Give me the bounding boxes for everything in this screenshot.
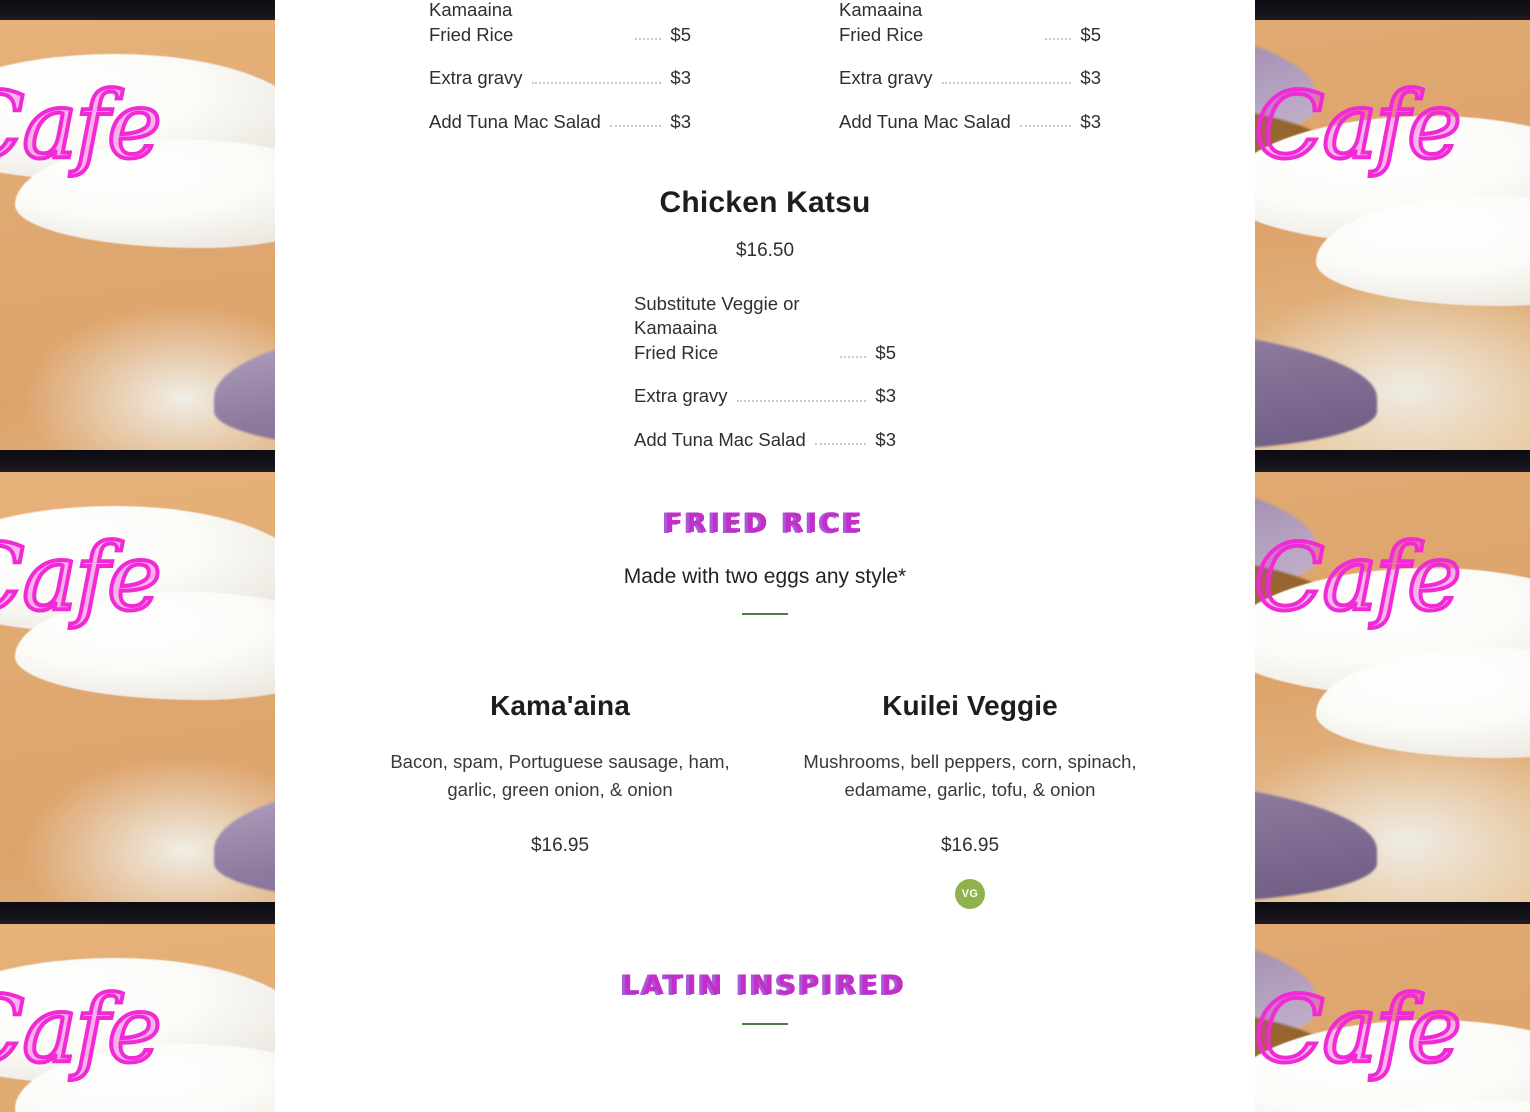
addon-label: Substitute Veggie or Kamaaina Fried Rice — [839, 0, 924, 45]
menu-item: Kama'aina Bacon, spam, Portuguese sausag… — [390, 690, 730, 909]
addon-label: Substitute Veggie or Kamaaina Fried Rice — [634, 293, 800, 363]
addon-row: Substitute Veggie or Kamaaina Fried Rice… — [839, 0, 1101, 47]
section-subtitle: Made with two eggs any style* — [623, 565, 907, 588]
addon-price: $3 — [875, 428, 896, 450]
dot-leader — [814, 443, 867, 446]
cafe-wordmark: Cafe — [1252, 70, 1464, 181]
menu-item-name: Kama'aina — [490, 690, 630, 721]
addon-row: Extra gravy $3 — [429, 66, 691, 90]
addon-price: $3 — [1080, 110, 1101, 132]
addon-row: Extra gravy $3 — [634, 384, 896, 408]
addon-price: $3 — [670, 67, 691, 89]
dot-leader — [736, 399, 867, 402]
menu-item-description: Mushrooms, bell peppers, corn, spinach, … — [803, 751, 1137, 801]
section-header-fried-rice: FRIED RICE Made with two eggs any style* — [275, 508, 1255, 615]
addon-row: Substitute Veggie or Kamaaina Fried Rice… — [634, 292, 896, 365]
addon-row: Add Tuna Mac Salad $3 — [634, 428, 896, 452]
addon-label: Extra gravy — [634, 385, 728, 407]
cafe-wordmark: Cafe — [0, 522, 164, 633]
addon-price: $5 — [1080, 23, 1101, 45]
dot-leader — [609, 125, 662, 128]
menu-item-description: Bacon, spam, Portuguese sausage, ham, ga… — [390, 751, 730, 801]
menu-item-price: $16.95 — [530, 834, 590, 856]
dish-price: $16.50 — [735, 240, 795, 261]
section-header-latin-inspired: LATIN INSPIRED — [275, 970, 1255, 1025]
dot-leader — [1019, 125, 1072, 128]
addon-row: Add Tuna Mac Salad $3 — [429, 110, 691, 134]
menu-items-row: Kama'aina Bacon, spam, Portuguese sausag… — [275, 690, 1255, 909]
cafe-wordmark: Cafe — [0, 70, 164, 181]
dish-name: Chicken Katsu — [659, 186, 871, 219]
addon-list: Substitute Veggie or Kamaaina Fried Rice… — [429, 0, 691, 134]
addon-row: Extra gravy $3 — [839, 66, 1101, 90]
addon-list: Substitute Veggie or Kamaaina Fried Rice… — [634, 292, 896, 452]
top-addon-columns: Substitute Veggie or Kamaaina Fried Rice… — [275, 0, 1255, 153]
section-divider — [742, 1023, 788, 1025]
addon-label: Extra gravy — [839, 67, 933, 89]
dot-leader — [531, 81, 662, 84]
addon-price: $5 — [670, 23, 691, 45]
featured-dish: Chicken Katsu $16.50 Substitute Veggie o… — [275, 186, 1255, 471]
cafe-wordmark: Cafe — [0, 974, 164, 1085]
addon-price: $5 — [875, 341, 896, 363]
addon-label: Substitute Veggie or Kamaaina Fried Rice — [429, 0, 514, 45]
cafe-wordmark: Cafe — [1252, 974, 1464, 1085]
vegetarian-badge-icon: VG — [955, 878, 985, 909]
addon-label: Extra gravy — [429, 67, 523, 89]
addon-list: Substitute Veggie or Kamaaina Fried Rice… — [839, 0, 1101, 134]
addon-label: Add Tuna Mac Salad — [839, 110, 1011, 132]
dot-leader — [1045, 38, 1072, 41]
addon-price: $3 — [1080, 67, 1101, 89]
dot-leader — [635, 38, 662, 41]
menu-item-price: $16.95 — [940, 834, 1000, 856]
section-divider — [742, 613, 788, 615]
addon-price: $3 — [875, 385, 896, 407]
section-title: FRIED RICE — [664, 508, 866, 539]
badge-container: VG — [800, 878, 1140, 909]
addon-column: Substitute Veggie or Kamaaina Fried Rice… — [839, 0, 1101, 153]
cafe-wordmark: Cafe — [1252, 522, 1464, 633]
menu-item: Kuilei Veggie Mushrooms, bell peppers, c… — [800, 690, 1140, 909]
addon-row: Add Tuna Mac Salad $3 — [839, 110, 1101, 134]
addon-price: $3 — [670, 110, 691, 132]
addon-label: Add Tuna Mac Salad — [429, 110, 601, 132]
addon-label: Add Tuna Mac Salad — [634, 428, 806, 450]
menu-item-name: Kuilei Veggie — [882, 690, 1058, 721]
section-title: LATIN INSPIRED — [622, 970, 908, 1001]
menu-content-panel: Substitute Veggie or Kamaaina Fried Rice… — [275, 0, 1255, 1112]
dot-leader — [840, 356, 867, 359]
addon-row: Substitute Veggie or Kamaaina Fried Rice… — [429, 0, 691, 47]
addon-column: Substitute Veggie or Kamaaina Fried Rice… — [429, 0, 691, 153]
dot-leader — [941, 81, 1072, 84]
